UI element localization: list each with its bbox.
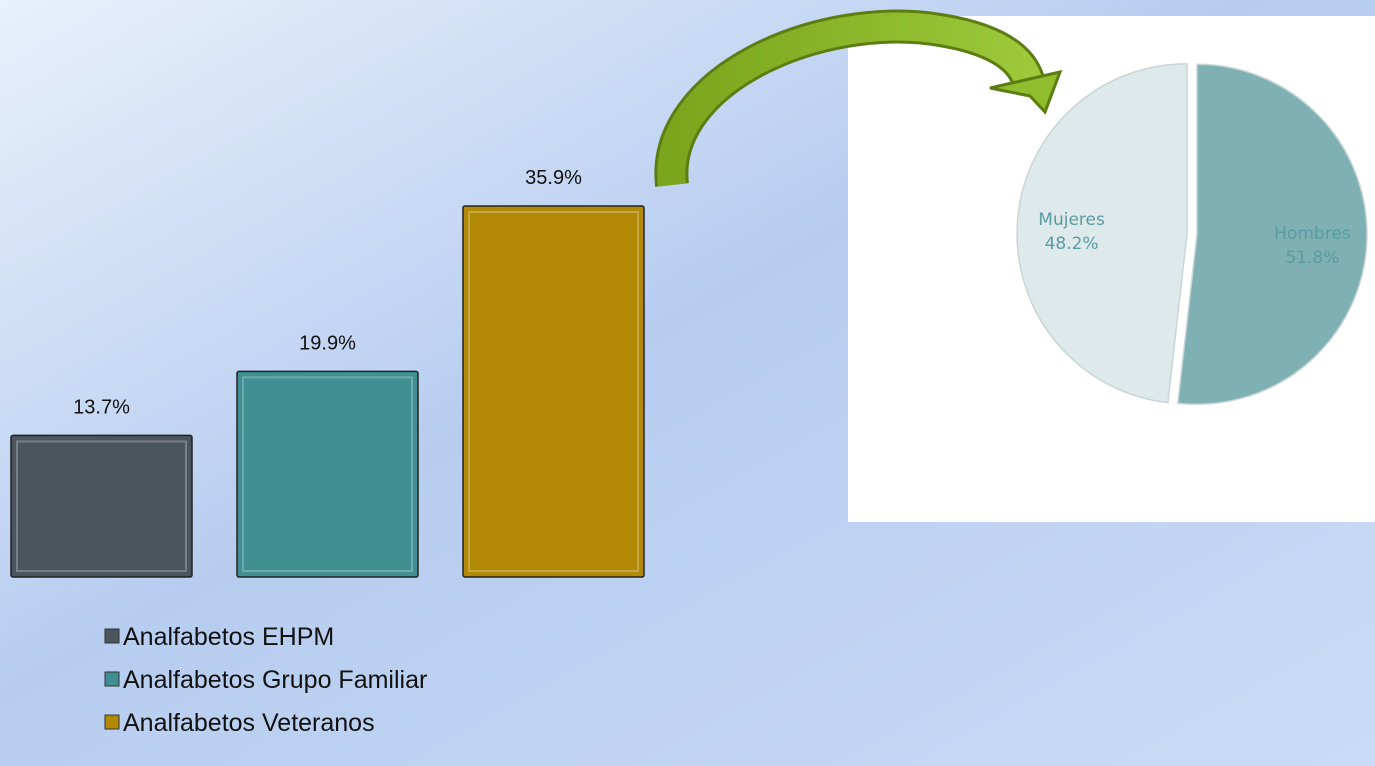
legend-label: Analfabetos Veteranos bbox=[123, 709, 375, 737]
plot: 13.7% Analfabetos EHPM 19.9% Analfabetos Gr… bbox=[10, 62, 1368, 737]
bar-bevel bbox=[468, 211, 639, 572]
legend-label: Analfabetos Grupo Familiar bbox=[123, 666, 427, 694]
bar bbox=[236, 370, 419, 578]
pie-slice bbox=[1016, 62, 1188, 404]
value-label: 35.9% bbox=[525, 167, 582, 189]
bar bbox=[462, 205, 645, 578]
arrow-body bbox=[657, 12, 1042, 187]
pie-category-label: Mujeres bbox=[1038, 210, 1105, 230]
value-label: 19.9% bbox=[299, 332, 356, 354]
legend-swatch bbox=[104, 714, 120, 730]
pie-slice bbox=[1176, 63, 1368, 406]
pie-category-label: Hombres bbox=[1274, 224, 1351, 244]
bar-bevel bbox=[16, 440, 187, 573]
bar bbox=[10, 434, 193, 578]
legend-label: Analfabetos EHPM bbox=[123, 623, 334, 651]
value-label: 13.7% bbox=[73, 396, 130, 418]
legend-swatch bbox=[104, 671, 120, 687]
legend-swatch bbox=[104, 628, 120, 644]
pie-value-label: 51.8% bbox=[1285, 248, 1339, 268]
arrow-head bbox=[989, 69, 1063, 115]
pie-value-label: 48.2% bbox=[1045, 234, 1099, 254]
bar-bevel bbox=[242, 376, 413, 572]
